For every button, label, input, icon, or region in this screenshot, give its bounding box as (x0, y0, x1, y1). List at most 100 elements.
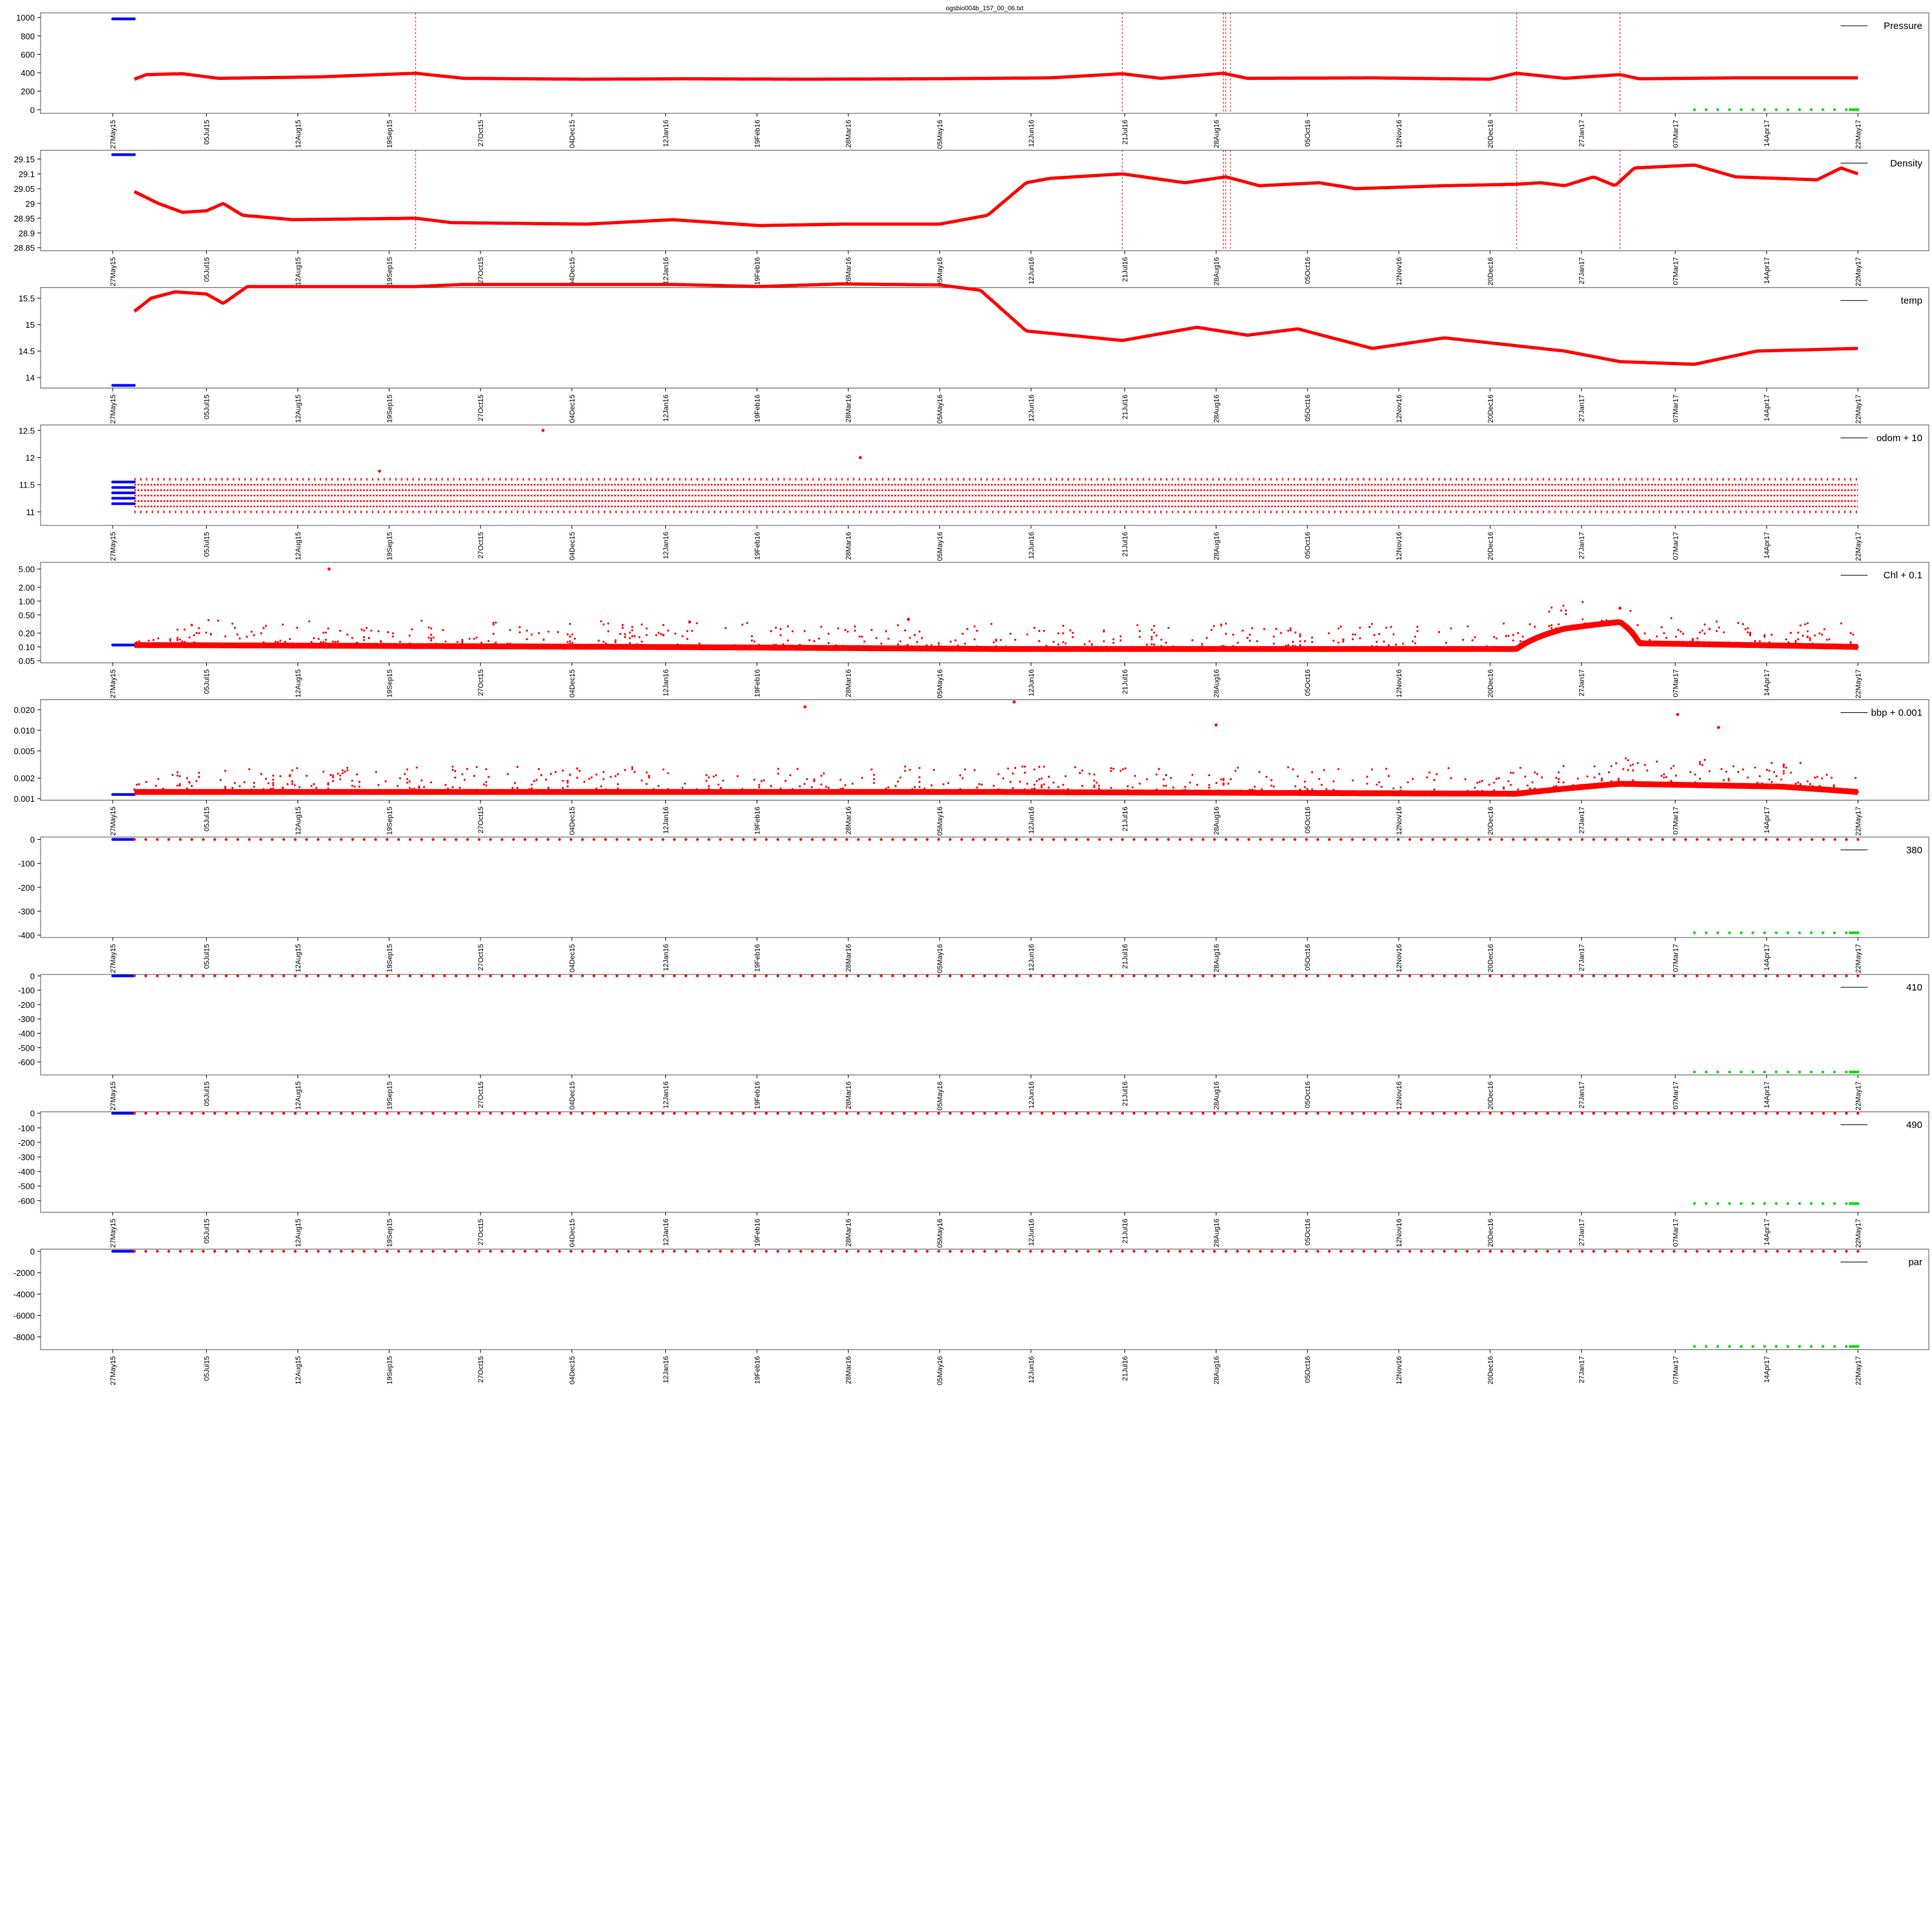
main-point (339, 774, 341, 777)
initial-point (133, 502, 136, 506)
main-point (236, 974, 240, 978)
main-point (1303, 786, 1306, 788)
main-point (1794, 641, 1797, 644)
main-point (652, 788, 655, 791)
main-point (1505, 792, 1508, 795)
main-point (1787, 641, 1790, 643)
main-point (1040, 791, 1043, 793)
main-point (633, 771, 636, 773)
main-point (1048, 775, 1050, 778)
main-point (592, 974, 596, 978)
y-tick-label: 14 (26, 373, 35, 383)
main-point (1327, 791, 1331, 795)
main-point (1208, 784, 1211, 786)
main-point (329, 643, 332, 647)
main-point (1814, 777, 1816, 779)
main-point (1488, 791, 1491, 794)
main-point (455, 838, 458, 841)
main-point (190, 1112, 193, 1115)
main-point (961, 632, 964, 635)
main-point (1133, 648, 1136, 650)
main-point (1672, 641, 1675, 645)
main-point (411, 645, 413, 647)
main-point (904, 791, 907, 793)
main-point (1062, 641, 1065, 643)
main-point (1535, 1249, 1538, 1253)
main-point (1500, 1249, 1504, 1253)
main-point (878, 790, 880, 793)
main-point (638, 636, 641, 639)
main-point (133, 788, 136, 791)
main-point (1699, 761, 1701, 763)
main-point (489, 974, 492, 978)
main-point (600, 790, 603, 792)
main-point (370, 629, 373, 632)
main-point (1294, 791, 1297, 793)
main-point (1852, 633, 1855, 636)
main-point (1342, 638, 1345, 641)
main-point (1247, 838, 1251, 841)
main-point (956, 644, 959, 647)
main-point (363, 1112, 366, 1115)
main-point (1062, 789, 1065, 791)
main-point (1009, 781, 1012, 783)
main-point (234, 791, 236, 793)
main-point (641, 623, 643, 626)
main-point (799, 643, 801, 647)
main-point (918, 630, 921, 633)
main-point (455, 974, 458, 978)
main-point (1445, 641, 1448, 644)
main-point (1821, 787, 1823, 790)
main-point (1395, 643, 1397, 646)
main-point (1040, 777, 1043, 780)
main-point (1247, 1112, 1251, 1115)
main-point (466, 974, 469, 978)
main-point (631, 766, 634, 768)
main-point (569, 1249, 573, 1253)
main-point (1002, 647, 1005, 650)
main-point (509, 629, 511, 631)
main-point (420, 838, 423, 841)
initial-point (133, 480, 136, 484)
main-point (1172, 786, 1175, 789)
main-point (1350, 1249, 1354, 1253)
main-point (1378, 781, 1381, 784)
main-point (1435, 773, 1438, 775)
main-point (169, 638, 171, 641)
main-point (339, 1249, 343, 1253)
main-point (1385, 1249, 1388, 1253)
main-point (213, 974, 216, 978)
x-tick-label: 12Aug15 (294, 1218, 302, 1247)
y-tick-label: 0.010 (14, 726, 35, 735)
main-point (1649, 639, 1651, 641)
main-point (1649, 1112, 1653, 1115)
main-point (538, 768, 540, 770)
main-point (1481, 780, 1483, 782)
main-point (224, 790, 227, 792)
main-point (1129, 647, 1132, 649)
main-point (1373, 791, 1376, 793)
main-point (1727, 643, 1730, 646)
main-point (1742, 768, 1745, 771)
main-point (1845, 974, 1848, 978)
main-point (207, 644, 210, 647)
main-point (1514, 647, 1517, 650)
x-tick-label: 07Mar17 (1672, 395, 1680, 422)
main-point (341, 772, 344, 775)
main-point (396, 784, 399, 787)
main-point (1026, 791, 1028, 793)
main-point (1182, 791, 1184, 794)
main-point (880, 1112, 883, 1115)
main-point (1373, 634, 1376, 636)
main-point (1124, 791, 1127, 793)
main-point (914, 974, 918, 978)
main-point (1493, 789, 1495, 791)
main-point (1133, 791, 1136, 794)
main-point (291, 644, 294, 647)
plot-frame (40, 1249, 1929, 1350)
main-point (243, 781, 246, 784)
main-point (719, 1249, 722, 1253)
main-point (1098, 648, 1101, 650)
main-point (524, 1112, 527, 1115)
main-point (918, 781, 921, 783)
